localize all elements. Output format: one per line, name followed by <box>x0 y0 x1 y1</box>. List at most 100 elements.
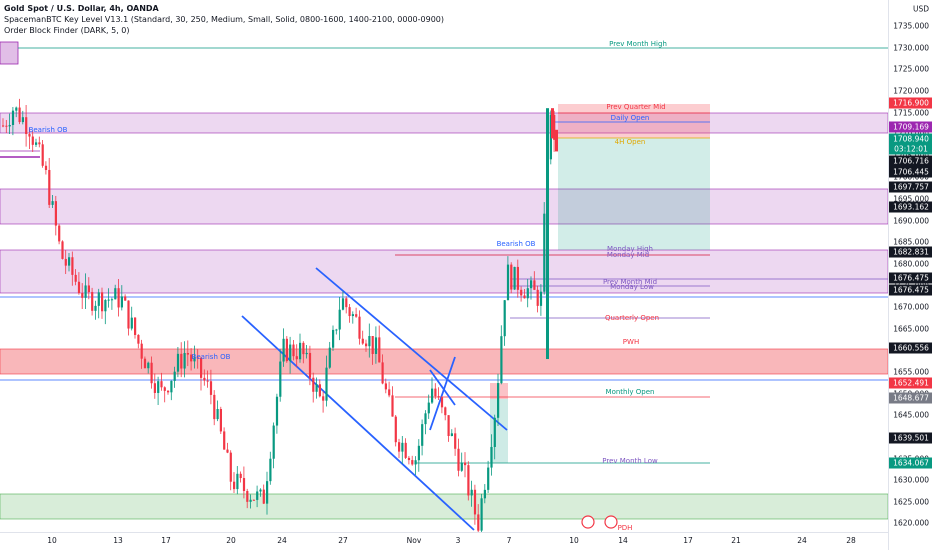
candle-body <box>305 352 308 355</box>
candle-body <box>523 295 526 299</box>
candle-body <box>219 409 222 432</box>
candle-body <box>272 425 275 459</box>
candle-body <box>431 388 434 403</box>
candle-body <box>437 396 440 398</box>
trendline <box>315 267 508 431</box>
candle-body <box>473 489 477 515</box>
event-flag-icon <box>581 515 595 529</box>
candle-body <box>555 129 558 152</box>
price-badge: 1652.491 <box>889 377 932 389</box>
candle-body <box>35 142 38 145</box>
price-tick: 1725.000 <box>893 64 929 74</box>
candle-body <box>282 338 285 362</box>
price-tick: 1645.000 <box>893 410 929 420</box>
candle-body <box>130 317 133 329</box>
candle-body <box>407 457 411 461</box>
chart-pane[interactable]: Gold Spot / U.S. Dollar, 4h, OANDA Space… <box>0 0 888 532</box>
date-tick: 3 <box>455 536 461 545</box>
candle-body <box>226 449 229 453</box>
indicator-keylevel[interactable]: SpacemanBTC Key Level V13.1 (Standard, 3… <box>4 15 445 24</box>
candle-body <box>110 299 114 301</box>
candle-body <box>444 407 447 416</box>
candle-body <box>206 380 209 382</box>
level-label: Monday Mid <box>606 251 650 259</box>
candle-body <box>526 288 529 299</box>
date-tick: 13 <box>113 536 123 545</box>
price-badge: 1660.556 <box>889 342 932 354</box>
candle-body <box>391 395 394 417</box>
candle-body <box>31 136 34 145</box>
price-tick: 1715.000 <box>893 108 929 117</box>
candle-body <box>285 338 288 362</box>
candle-body <box>186 353 189 355</box>
candle-body <box>348 307 351 317</box>
indicator-orderblock[interactable]: Order Block Finder (DARK, 5, 0) <box>4 26 130 35</box>
candle-body <box>358 316 361 339</box>
candle-body <box>345 298 348 308</box>
candle-body <box>450 433 453 436</box>
price-axis[interactable]: USD 1735.000 1730.000 1725.000 1720.000 1715… <box>888 0 932 550</box>
date-tick: 27 <box>338 536 348 545</box>
candle-body <box>520 289 523 296</box>
candle-body <box>328 347 331 368</box>
price-badge: 1676.475 <box>889 284 932 296</box>
candle-body <box>506 264 510 301</box>
trendline <box>429 369 456 406</box>
price-badge: 1693.162 <box>889 201 932 213</box>
candle-body <box>61 241 64 259</box>
date-tick: 10 <box>569 536 579 545</box>
candle-body <box>275 396 279 426</box>
candle-body <box>312 377 315 392</box>
candle-body <box>493 417 496 447</box>
candle-body <box>533 280 536 290</box>
candle-body <box>223 431 226 450</box>
candle-body <box>417 445 420 461</box>
candle-body <box>252 499 255 501</box>
candle-body <box>229 452 232 482</box>
price-badge: 1634.067 <box>889 457 932 469</box>
candle-body <box>200 357 203 378</box>
candle-body <box>124 296 127 301</box>
purple-zone <box>0 188 888 225</box>
currency-label: USD <box>912 4 929 14</box>
level-label: Prev Month Low <box>602 457 658 465</box>
candle-body <box>246 490 249 502</box>
candle-body <box>68 257 71 266</box>
candle-body <box>21 117 24 123</box>
candle-body <box>25 117 28 135</box>
candle-body <box>269 458 272 482</box>
candle-body <box>153 383 156 393</box>
candle-body <box>239 473 242 479</box>
candle-body <box>447 415 450 436</box>
candle-body <box>318 384 321 397</box>
price-badge: 1682.831 <box>889 246 932 258</box>
price-tick: 1655.000 <box>893 367 929 377</box>
candle-body <box>546 108 549 360</box>
candle-body <box>18 107 21 123</box>
position-risk <box>558 104 710 138</box>
candle-body <box>249 499 252 502</box>
candle-body <box>315 384 318 392</box>
candle-body <box>104 300 107 312</box>
candle-body <box>335 329 338 331</box>
time-axis[interactable]: 10 13 17 20 24 27 Nov 3 7 10 14 17 21 24 28 <box>0 532 888 551</box>
candle-body <box>193 357 196 362</box>
candle-body <box>120 296 123 308</box>
level-label: Monthly Open <box>605 388 655 396</box>
symbol-title[interactable]: Gold Spot / U.S. Dollar, 4h, OANDA <box>4 4 159 13</box>
candle-body <box>295 356 298 360</box>
candle-body <box>480 498 483 531</box>
candle-body <box>8 124 11 127</box>
candle-body <box>262 489 265 504</box>
level-label: Monday High <box>607 245 653 253</box>
candle-body <box>5 125 8 127</box>
price-chart[interactable] <box>0 0 888 532</box>
order-block-label: Bearish OB <box>496 240 536 248</box>
candle-body <box>536 289 539 306</box>
candle-body <box>170 380 173 393</box>
candle-body <box>394 416 397 443</box>
price-badge: 1709.169 <box>889 121 932 133</box>
candle-body <box>183 353 186 369</box>
candle-body <box>378 337 381 363</box>
price-badge: 1706.716 <box>889 155 932 167</box>
